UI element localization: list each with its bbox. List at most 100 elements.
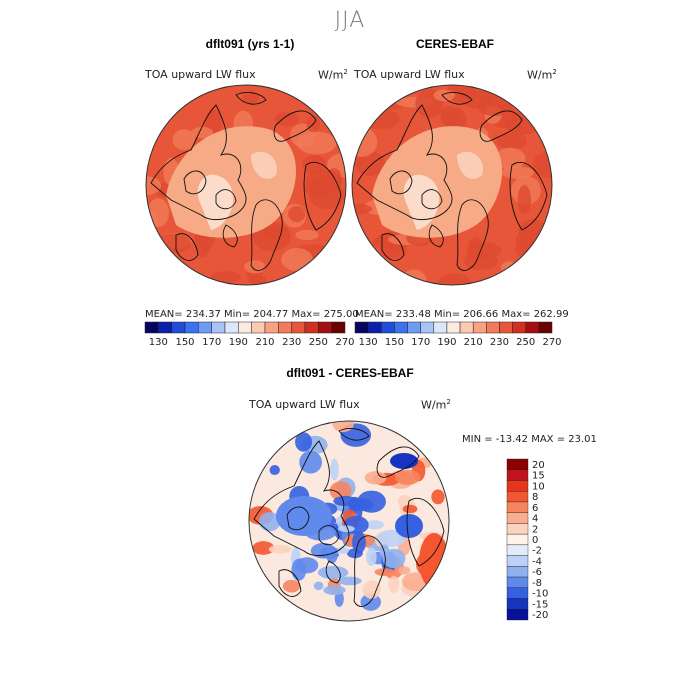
diff-blob xyxy=(326,546,338,564)
diff-blob xyxy=(330,458,339,481)
flux-blob xyxy=(517,184,532,215)
colorbar-swatch xyxy=(171,321,186,334)
panel-3-units: W/m2 xyxy=(421,398,451,412)
colorbar-tick-label: 170 xyxy=(411,337,430,348)
flux-blob xyxy=(361,108,401,130)
colorbar-tick-label: 10 xyxy=(532,481,545,492)
map-panel-2 xyxy=(352,85,552,285)
flux-region-light xyxy=(251,151,277,179)
diff-blob xyxy=(364,520,384,530)
diff-blob xyxy=(282,579,301,593)
flux-blob xyxy=(242,90,259,105)
colorbar-swatch xyxy=(291,321,306,334)
flux-blob xyxy=(295,229,319,241)
flux-region-light xyxy=(403,174,440,230)
colorbar-tick-label: 150 xyxy=(385,337,404,348)
diff-blob xyxy=(398,566,411,575)
colorbar-tick-label: 15 xyxy=(532,471,545,482)
colorbar-swatch xyxy=(506,533,529,546)
diff-blob xyxy=(366,547,377,567)
map-border xyxy=(351,84,553,286)
colorbar-tick-label: 210 xyxy=(464,337,483,348)
colorbar-tick-label: 8 xyxy=(532,492,538,503)
flux-blob xyxy=(477,95,513,116)
diff-blob xyxy=(382,548,406,569)
colorbar-swatch xyxy=(506,469,529,481)
flux-blob xyxy=(157,233,192,254)
colorbar-swatch xyxy=(512,321,526,334)
panel-1-variable-label: TOA upward LW flux xyxy=(145,68,256,81)
colorbar-tick-label: 20 xyxy=(532,460,545,471)
colorbar-swatch xyxy=(224,321,239,334)
colorbar-1: 130 150 170 190 210 230 250 270 xyxy=(144,321,355,348)
colorbar-swatch xyxy=(420,321,435,334)
colorbar-tick-label: 230 xyxy=(490,337,509,348)
colorbar-tick-label: 250 xyxy=(516,337,535,348)
colorbar-swatch xyxy=(381,321,395,334)
map-border xyxy=(248,420,450,622)
colorbar-swatch xyxy=(331,321,346,334)
colorbar-tick-label: 130 xyxy=(359,337,378,348)
diff-blob xyxy=(336,546,350,555)
colorbar-swatch xyxy=(318,321,332,334)
flux-region-light xyxy=(197,174,234,230)
panel-3-variable-label: TOA upward LW flux xyxy=(249,398,360,411)
colorbar-swatch xyxy=(506,544,529,556)
colorbar-tick-label: 270 xyxy=(335,337,354,348)
colorbar-tick-label: 270 xyxy=(542,337,561,348)
colorbar-tick-label: -8 xyxy=(532,578,542,589)
diff-anomaly-neg xyxy=(276,496,332,536)
colorbar-tick-label: -4 xyxy=(532,556,542,567)
colorbar-swatch xyxy=(525,321,540,334)
colorbar-tick-label: 150 xyxy=(175,337,194,348)
panel-2-title: CERES-EBAF xyxy=(415,37,494,51)
season-title: JJA xyxy=(334,8,366,33)
diff-blob xyxy=(269,465,280,476)
colorbar-swatch xyxy=(506,555,529,567)
colorbar-tick-label: -20 xyxy=(532,610,548,621)
diff-blob xyxy=(352,531,366,554)
colorbar-tick-label: 4 xyxy=(532,514,538,525)
diff-blob xyxy=(395,469,421,485)
diff-blob xyxy=(291,558,307,581)
colorbar-swatch xyxy=(506,458,529,470)
flux-blob xyxy=(288,206,306,223)
colorbar-swatch xyxy=(486,321,500,334)
colorbar-tick-label: -6 xyxy=(532,567,542,578)
colorbar-tick-label: -2 xyxy=(532,546,542,557)
colorbar-swatch xyxy=(506,523,529,535)
diff-blob xyxy=(374,568,395,576)
flux-blob xyxy=(191,126,214,139)
panel-3-stats: MIN = -13.42 MAX = 23.01 xyxy=(462,434,597,445)
diff-blob xyxy=(364,471,387,485)
colorbar-swatch xyxy=(506,598,529,610)
flux-blob xyxy=(433,89,455,102)
colorbar-tick-label: 6 xyxy=(532,503,538,514)
panel-2-variable-label: TOA upward LW flux xyxy=(354,68,465,81)
flux-blob xyxy=(468,237,482,252)
diff-blob xyxy=(317,566,349,580)
colorbar-2: 130 150 170 190 210 230 250 270 xyxy=(354,321,562,348)
colorbar-swatch xyxy=(506,512,529,524)
diff-blob xyxy=(323,585,346,596)
colorbar-swatch xyxy=(158,321,172,334)
flux-blob xyxy=(371,237,392,248)
diff-blob xyxy=(268,544,292,554)
colorbar-swatch xyxy=(354,321,369,334)
colorbar-swatch xyxy=(506,587,529,599)
diff-blob xyxy=(337,525,355,533)
colorbar-tick-label: 2 xyxy=(532,524,538,535)
flux-blob xyxy=(352,203,373,215)
colorbar-swatch xyxy=(198,321,212,334)
diff-anomaly-pos xyxy=(419,533,449,589)
flux-blob xyxy=(281,247,313,272)
colorbar-swatch xyxy=(407,321,421,334)
panel-1-title: dflt091 (yrs 1-1) xyxy=(205,37,295,51)
panel-2-units: W/m2 xyxy=(527,68,557,82)
colorbar-swatch xyxy=(304,321,319,334)
colorbar-tick-label: 250 xyxy=(309,337,328,348)
map-border xyxy=(145,84,347,286)
colorbar-swatch xyxy=(367,321,382,334)
